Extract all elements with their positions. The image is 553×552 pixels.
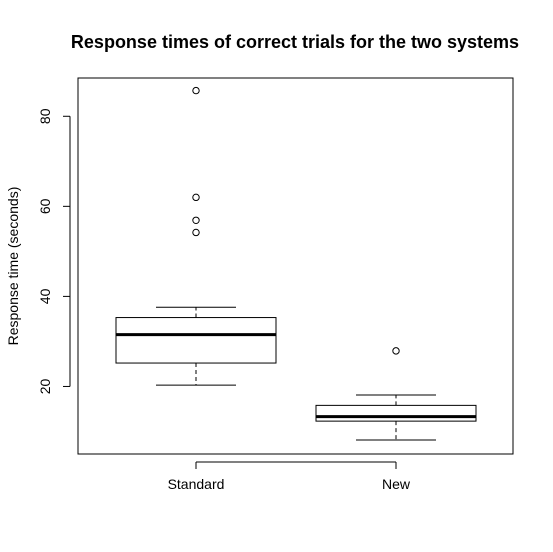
outlier-point <box>192 216 200 224</box>
outlier-point <box>192 228 200 237</box>
iqr-box <box>315 404 477 422</box>
y-tick-label: 20 <box>37 378 53 394</box>
y-tick-label: 40 <box>37 288 53 304</box>
plot-frame <box>77 77 514 455</box>
box-standard <box>115 86 277 386</box>
y-axis-label: Response time (seconds) <box>5 187 21 346</box>
box-series <box>115 86 477 441</box>
chart-title: Response times of correct trials for the… <box>71 32 519 52</box>
x-tick-label: New <box>382 476 411 492</box>
outlier-point <box>192 193 200 202</box>
outlier-point <box>192 86 200 95</box>
y-axis: 20 40 60 80 <box>37 108 71 394</box>
box-new <box>315 347 477 441</box>
outlier-point <box>392 347 400 355</box>
iqr-box <box>115 317 277 364</box>
y-tick-label: 60 <box>37 198 53 214</box>
x-axis: Standard New <box>168 461 411 492</box>
y-tick-label: 80 <box>37 108 53 124</box>
x-tick-label: Standard <box>168 476 225 492</box>
